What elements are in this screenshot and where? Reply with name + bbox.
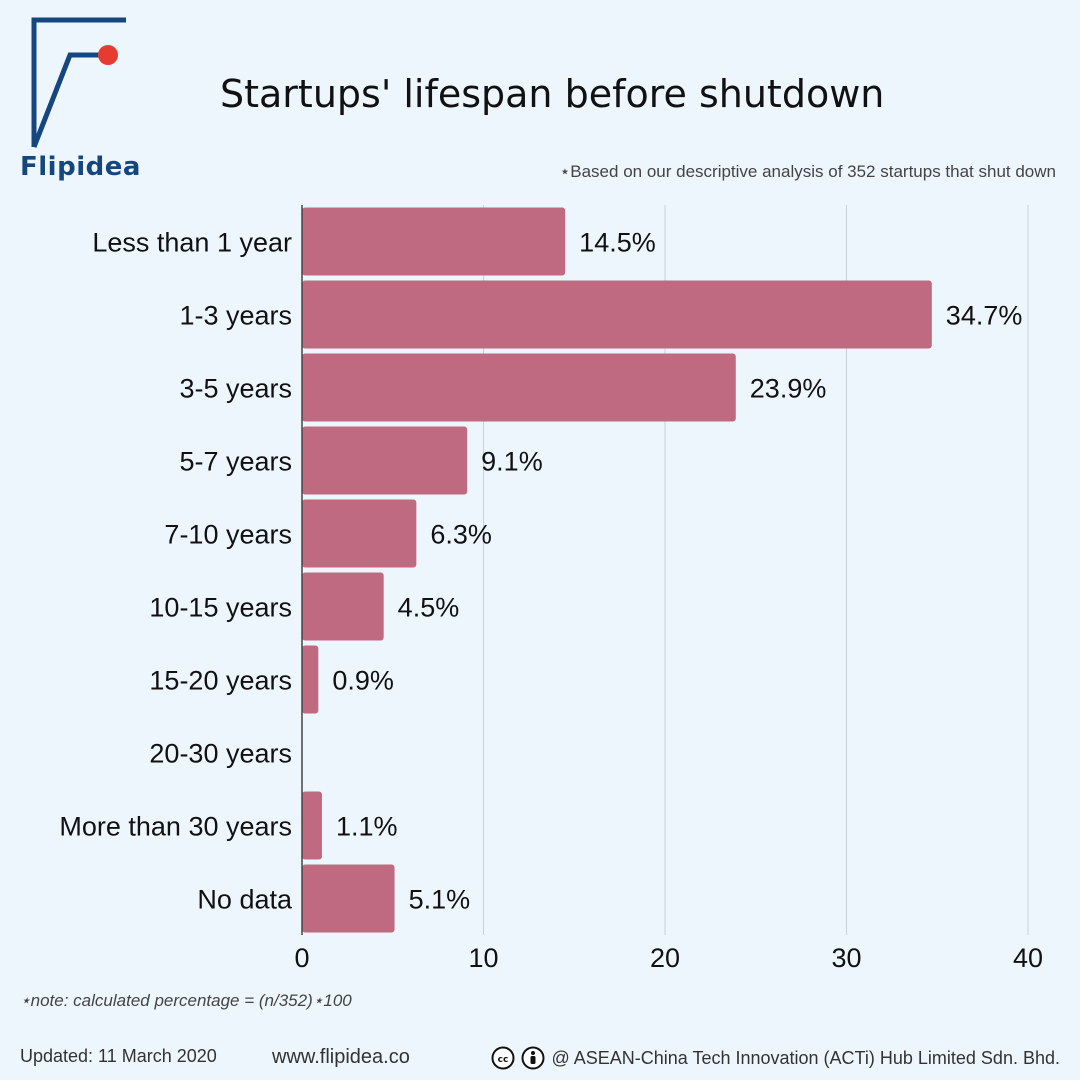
bar (302, 499, 417, 568)
data-label: 23.9% (750, 374, 827, 404)
page-title: Startups' lifespan before shutdown (220, 72, 885, 116)
bar (302, 864, 395, 933)
bar (302, 353, 736, 422)
bar (302, 791, 322, 860)
cc-icon: cc (491, 1046, 515, 1070)
bar (302, 572, 384, 641)
bar-chart: 0 10 20 30 40 Less than 1 year 14.5% 1-3 years 3… (59, 205, 1043, 973)
data-label: 6.3% (430, 520, 492, 550)
x-tick-label: 40 (1013, 943, 1043, 973)
category-label: 15-20 years (149, 666, 292, 696)
data-label: 0.9% (332, 666, 394, 696)
category-label: Less than 1 year (92, 228, 292, 258)
logo-dot (98, 45, 118, 65)
copyright-text: @ ASEAN-China Tech Innovation (ACTi) Hub… (551, 1047, 1060, 1068)
updated-date: Updated: 11 March 2020 (20, 1046, 217, 1066)
bar (302, 207, 566, 276)
website-link[interactable]: www.flipidea.co (272, 1046, 410, 1068)
x-tick-label: 30 (831, 943, 861, 973)
bar (302, 280, 932, 349)
data-label: 5.1% (409, 885, 471, 915)
category-label: 7-10 years (164, 520, 292, 550)
category-label: 3-5 years (179, 374, 292, 404)
data-label: 34.7% (946, 301, 1023, 331)
x-tick-label: 0 (294, 943, 309, 973)
category-label: No data (197, 885, 293, 915)
analysis-note: ⋆Based on our descriptive analysis of 35… (559, 162, 1056, 181)
category-label: 5-7 years (179, 447, 292, 477)
bar (302, 645, 319, 714)
data-label: 14.5% (579, 228, 656, 258)
by-person-icon (521, 1046, 545, 1070)
svg-text:cc: cc (498, 1055, 509, 1065)
flipidea-logo-mark (31, 17, 126, 148)
category-label: 20-30 years (149, 739, 292, 769)
category-label: 1-3 years (179, 301, 292, 331)
data-label: 4.5% (398, 593, 460, 623)
data-label: 1.1% (336, 812, 398, 842)
license-line: cc @ ASEAN-China Tech Innovation (ACTi) … (491, 1046, 1060, 1070)
x-tick-label: 10 (468, 943, 498, 973)
data-label: 9.1% (481, 447, 543, 477)
calculation-note: ⋆note: calculated percentage = (n/352)⋆1… (20, 991, 352, 1010)
category-label: More than 30 years (59, 812, 292, 842)
x-tick-label: 20 (650, 943, 680, 973)
logo-text: Flipidea (20, 152, 141, 182)
bar (302, 426, 468, 495)
category-label: 10-15 years (149, 593, 292, 623)
